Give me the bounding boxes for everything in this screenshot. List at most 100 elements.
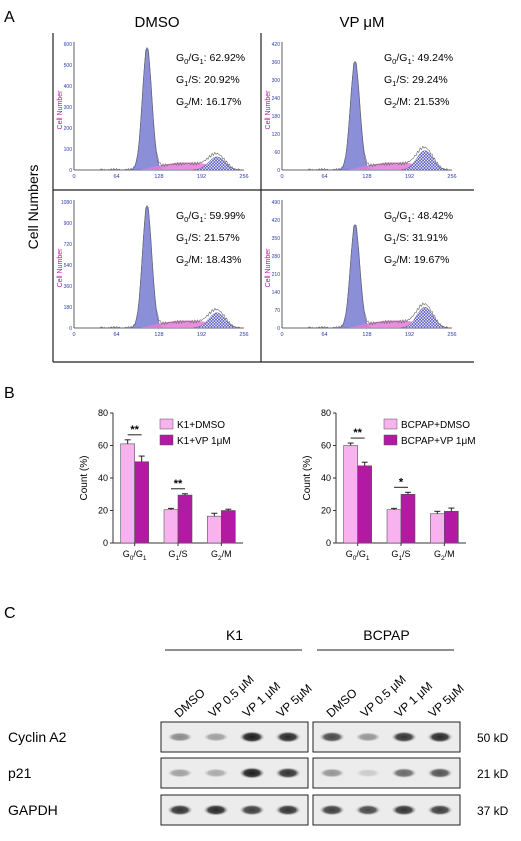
x-tick-label: 256 [239,174,248,180]
g0g1-peak [113,46,181,171]
x-tick-label: 256 [447,332,456,338]
x-tick-label: G2/M [211,549,232,562]
y-tick-label: 240 [272,96,281,102]
raw-histogram-line [100,47,241,171]
blot-band [275,767,301,779]
legend-swatch [159,418,174,430]
x-tick-label: 0 [72,332,75,338]
blot-band [203,804,229,816]
cell-cycle-bar-charts: 0 20 40 60 80 Count (%) G0/G1 G1/S G2/M ** ** K1+DM… [79,408,476,562]
bar [357,465,372,544]
inner-ylabel: Cell Number [265,90,272,130]
raw-histogram-line [100,205,241,329]
y-tick-label: 180 [64,305,73,311]
label-g2m: G2/M: 21.53% [384,96,450,110]
blot-band [203,768,229,778]
y-tick-label: 80 [321,408,331,418]
y-tick-label: 40 [98,473,108,483]
y-tick-label: 1080 [61,200,72,206]
label-g2m: G2/M: 16.17% [176,96,242,110]
blot-band [239,731,265,743]
y-tick-label: 100 [64,147,73,153]
x-tick-label: 192 [405,332,414,338]
bar [221,510,236,544]
flow-frame [52,33,474,363]
label-g2m: G2/M: 19.67% [384,254,450,268]
label-g0g1: G0/G1: 48.42% [384,210,453,224]
x-tick-label: 192 [405,174,414,180]
blot-band [355,732,381,742]
bar [207,515,222,544]
label-g1s: G1/S: 21.57% [176,232,240,246]
blot-band [355,804,381,816]
flow-histogram-1: Cell Number 0 100 200 300 400 500 600 0 64 128 192 2… [57,42,249,180]
y-tick-label: 300 [64,105,73,111]
col-title-vp: VP μM [339,14,384,31]
blot-group-label: BCPAP [363,627,409,643]
significance-label: ** [174,478,183,490]
bar [134,461,149,544]
y-axis-label: Count (%) [302,455,313,500]
y-tick-label: 420 [272,42,281,48]
bar [163,509,179,544]
x-tick-label: 256 [447,174,456,180]
blot-band [167,768,193,778]
legend-label: K1+VP 1μM [177,436,231,447]
y-axis-label: Count (%) [79,455,90,500]
g0g1-peak [113,204,181,329]
y-tick-label: 200 [64,126,73,132]
bar [430,513,445,544]
lane-label: DMSO [324,686,360,720]
x-tick-label: 128 [362,174,371,180]
y-tick-label: 360 [272,60,281,66]
x-tick-label: G0/G1 [123,549,147,562]
blot-band [167,732,193,742]
y-tick-label: 140 [272,290,281,296]
inner-ylabel: Cell Number [265,248,272,288]
x-tick-label: 128 [362,332,371,338]
x-tick-label: G2/M [434,549,455,562]
bar [444,511,459,544]
y-tick-label: 720 [64,242,73,248]
legend-label: K1+DMSO [177,420,225,431]
legend-swatch [383,418,398,430]
y-title-cell-numbers: Cell Numbers [25,165,41,250]
blot-band [427,731,453,743]
x-tick-label: 128 [154,332,163,338]
blot-band [355,768,381,778]
label-g2m: G2/M: 18.43% [176,254,242,268]
blot-row-label: GAPDH [8,802,58,818]
y-tick-label: 0 [277,168,280,174]
y-tick-label: 0 [69,326,72,332]
label-g0g1: G0/G1: 59.99% [176,210,245,224]
x-tick-label: 0 [72,174,75,180]
g0g1-peak [321,223,389,329]
legend-swatch [383,434,398,446]
y-tick-label: 420 [272,218,281,224]
blot-band [239,804,265,816]
x-tick-label: 128 [154,174,163,180]
blot-band [275,731,301,743]
blot-kd-label: 21 kD [477,767,509,781]
y-tick-label: 490 [272,200,281,206]
inner-ylabel: Cell Number [57,248,64,288]
x-tick-label: 64 [113,174,119,180]
blot-strip [312,794,461,826]
significance-label: * [399,476,404,488]
y-tick-label: 0 [326,538,331,548]
y-tick-label: 60 [98,441,108,451]
inner-ylabel: Cell Number [57,90,64,130]
label-g1s: G1/S: 29.24% [384,74,448,88]
blot-band [391,767,417,779]
bar [386,509,402,544]
blot-row-label: Cyclin A2 [8,729,67,745]
bar-chart-1: 0 20 40 60 80 Count (%) G0/G1 G1/S G2/M ** ** K1+DM… [79,408,243,562]
y-tick-label: 20 [321,506,331,516]
blot-group-label: K1 [226,627,243,643]
x-tick-label: 64 [321,174,327,180]
significance-label: ** [353,427,362,439]
